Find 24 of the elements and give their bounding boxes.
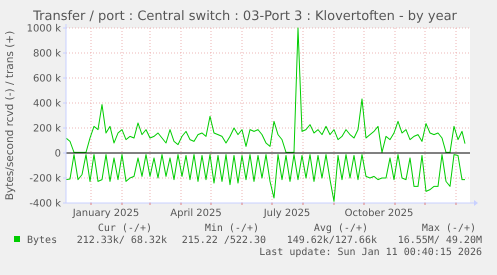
y-tick-label: 0 xyxy=(54,148,61,160)
y-axis-title: Bytes/second rcvd (-) / trans (+) xyxy=(4,30,16,200)
text: Cur (-/+) xyxy=(98,223,152,234)
text: 149.62k/127.66k xyxy=(286,235,377,246)
x-tick-label: October 2025 xyxy=(344,208,414,219)
y-tick-label: 200 k xyxy=(32,124,62,134)
text: 16.55M/ 49.20M xyxy=(392,235,482,246)
y-tick-label: 400 k xyxy=(32,98,62,110)
text: Min (-/+) xyxy=(204,223,259,234)
text: Max (-/+) xyxy=(422,223,476,234)
text: Last update: Sun Jan 11 00:40:15 2026 xyxy=(259,247,482,258)
legend-label: Bytes xyxy=(27,235,58,246)
y-tick-label: -200 k xyxy=(29,174,62,184)
text: 212.33k/ 68.32k xyxy=(76,235,167,246)
y-tick-label: 1000 k xyxy=(26,24,62,34)
x-tick-label: January 2025 xyxy=(72,208,140,219)
y-tick-label: 800 k xyxy=(32,48,62,60)
text: Avg (-/+) xyxy=(314,223,368,234)
x-tick-label: July 2025 xyxy=(262,208,310,219)
y-tick-label: -400 k xyxy=(29,198,62,210)
text: 215.22 /522.30 xyxy=(182,235,266,246)
x-tick-label: April 2025 xyxy=(170,208,222,219)
y-tick-label: 600 k xyxy=(32,74,62,84)
chart-title: Transfer / port : Central switch : 03-Port 3 : Klovertoften - by year xyxy=(32,9,458,24)
